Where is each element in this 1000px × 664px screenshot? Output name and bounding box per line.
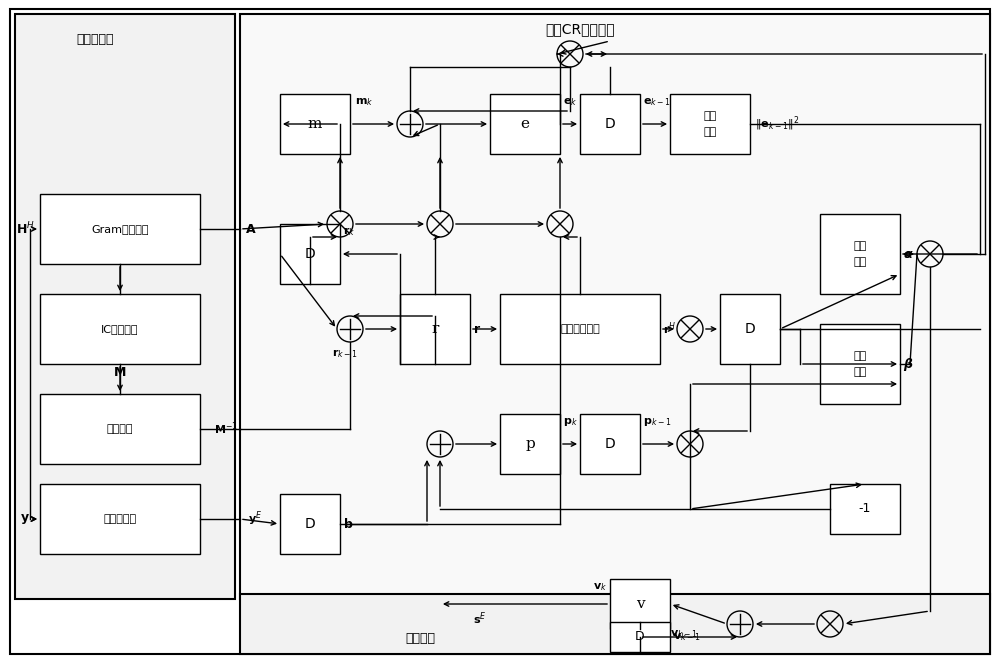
Text: $\mathbf{y}^E$: $\mathbf{y}^E$ — [248, 510, 262, 529]
Text: 预处理模块: 预处理模块 — [76, 33, 114, 46]
Bar — [820, 214, 900, 294]
Text: D: D — [745, 322, 755, 336]
Text: 共轭转置模块: 共轭转置模块 — [560, 324, 600, 334]
Text: 除法: 除法 — [853, 241, 867, 251]
Text: 模块: 模块 — [853, 257, 867, 267]
Text: r: r — [431, 322, 439, 336]
Text: 模块: 模块 — [703, 127, 717, 137]
Text: D: D — [305, 517, 315, 531]
Bar — [820, 324, 900, 404]
Text: $\mathbf{v}_k$: $\mathbf{v}_k$ — [593, 581, 607, 593]
Text: D: D — [605, 437, 615, 451]
Text: $\mathbf{A}$: $\mathbf{A}$ — [245, 222, 257, 236]
Text: $\mathbf{M}^{-1}$: $\mathbf{M}^{-1}$ — [214, 421, 238, 438]
Bar — [500, 294, 660, 364]
Text: $\mathbf{e}_k$: $\mathbf{e}_k$ — [563, 96, 577, 108]
Text: $\mathbf{s}^E$: $\mathbf{s}^E$ — [473, 611, 487, 627]
Text: $\mathbf{p}_k$: $\mathbf{p}_k$ — [563, 416, 578, 428]
Text: Gram矩阵模块: Gram矩阵模块 — [91, 224, 149, 234]
Bar — [280, 94, 350, 154]
Text: 求模: 求模 — [703, 111, 717, 121]
Text: 求逆模块: 求逆模块 — [107, 424, 133, 434]
Bar — [610, 622, 670, 652]
Bar — [240, 594, 990, 654]
Bar — [40, 394, 200, 464]
Bar — [40, 294, 200, 364]
Bar — [280, 224, 340, 284]
Text: p: p — [525, 437, 535, 451]
Text: m: m — [308, 117, 322, 131]
Bar — [500, 414, 560, 474]
Text: $\mathbf{b}$: $\mathbf{b}$ — [343, 517, 353, 531]
Text: e: e — [520, 117, 530, 131]
Text: v: v — [636, 597, 644, 611]
Bar — [280, 494, 340, 554]
Text: $\mathbf{r}_k$: $\mathbf{r}_k$ — [343, 226, 355, 238]
Text: $\mathbf{y}$: $\mathbf{y}$ — [20, 512, 30, 526]
Bar — [580, 94, 640, 154]
Bar — [580, 414, 640, 474]
Text: 模块: 模块 — [853, 367, 867, 377]
Text: $\mathbf{r}^H$: $\mathbf{r}^H$ — [663, 321, 676, 337]
Text: $\|\mathbf{e}_{k-1}\|^2$: $\|\mathbf{e}_{k-1}\|^2$ — [755, 115, 799, 133]
Bar — [670, 94, 750, 154]
Bar — [40, 484, 200, 554]
Bar — [610, 579, 670, 629]
Text: $\mathbf{m}_k$: $\mathbf{m}_k$ — [355, 96, 373, 108]
Bar — [490, 94, 560, 154]
Text: 高效CR算法模块: 高效CR算法模块 — [545, 22, 615, 36]
Bar — [15, 14, 235, 599]
Text: $\mathbf{v}_{k-1}$: $\mathbf{v}_{k-1}$ — [670, 628, 698, 640]
Bar — [720, 294, 780, 364]
Text: $\mathbf{M}$: $\mathbf{M}$ — [113, 365, 127, 378]
Text: D: D — [605, 117, 615, 131]
Text: IC算法模块: IC算法模块 — [101, 324, 139, 334]
Text: $\boldsymbol{\beta}$: $\boldsymbol{\beta}$ — [903, 355, 913, 373]
Bar — [400, 294, 470, 364]
Text: D: D — [635, 631, 645, 643]
Bar — [40, 194, 200, 264]
Text: $\mathbf{v}_{k-1}$: $\mathbf{v}_{k-1}$ — [673, 631, 701, 643]
Text: $\mathbf{r}$: $\mathbf{r}$ — [473, 323, 481, 335]
Text: 匹配滤波器: 匹配滤波器 — [103, 514, 137, 524]
Text: $\mathbf{e}_{k-1}$: $\mathbf{e}_{k-1}$ — [643, 96, 671, 108]
Text: -1: -1 — [859, 503, 871, 515]
Text: $\boldsymbol{\alpha}$: $\boldsymbol{\alpha}$ — [903, 248, 914, 260]
Text: D: D — [305, 247, 315, 261]
Text: $\mathbf{p}_{k-1}$: $\mathbf{p}_{k-1}$ — [643, 416, 671, 428]
Text: 输出模块: 输出模块 — [405, 633, 435, 645]
Text: 除法: 除法 — [853, 351, 867, 361]
Text: $\mathbf{r}_{k-1}$: $\mathbf{r}_{k-1}$ — [332, 347, 358, 361]
Bar — [240, 14, 990, 599]
Bar — [830, 484, 900, 534]
Text: $\mathbf{H}^H$: $\mathbf{H}^H$ — [16, 220, 34, 237]
